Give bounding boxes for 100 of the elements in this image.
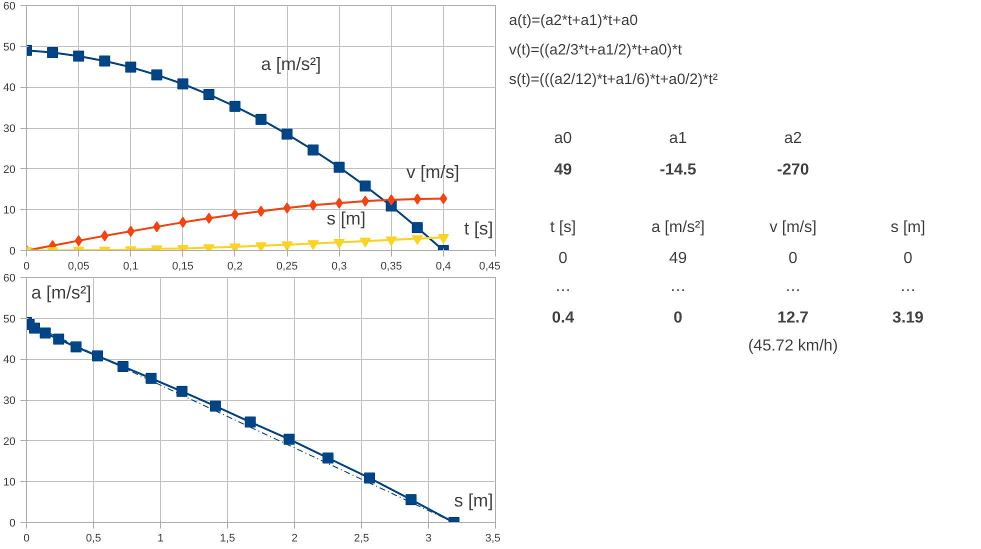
text: a1 xyxy=(669,130,687,148)
point xyxy=(99,56,110,67)
x-tick-label: 0,15 xyxy=(172,260,194,272)
point xyxy=(308,144,319,156)
point xyxy=(412,222,423,234)
point xyxy=(387,194,396,206)
point xyxy=(47,46,58,58)
point xyxy=(40,328,51,339)
annotation: a [m/s²] xyxy=(261,54,322,74)
text: 12.7 xyxy=(777,309,809,326)
annotation: s [m] xyxy=(326,208,366,228)
x-tick-label: 0,2 xyxy=(227,260,243,272)
y-tick-label: 30 xyxy=(3,123,16,135)
point xyxy=(308,240,319,250)
point xyxy=(438,234,449,244)
x-tick-label: 0 xyxy=(23,260,30,272)
y-tick-label: 60 xyxy=(3,0,16,12)
x-tick-label: 2 xyxy=(291,532,298,544)
y-tick-label: 40 xyxy=(3,82,16,94)
text: t [s] xyxy=(550,219,576,236)
x-tick-label: 0,3 xyxy=(332,260,347,272)
text: (45.72 km/h) xyxy=(748,337,838,354)
point xyxy=(152,221,161,232)
point xyxy=(53,334,64,345)
point xyxy=(334,238,345,249)
text: a0 xyxy=(554,130,572,148)
x-tick-label: 1,5 xyxy=(220,532,236,544)
text: s(t)=(((a2/12)*t+a1/6)*t+a0/2)*t² xyxy=(508,71,718,88)
point xyxy=(73,50,84,62)
x-tick-label: 0,05 xyxy=(68,260,90,272)
x-tick-label: 3 xyxy=(425,532,432,544)
point xyxy=(125,62,136,73)
x-tick-label: 0,25 xyxy=(276,260,298,272)
y-axis-title: a [m/s²] xyxy=(31,282,92,302)
x-tick-label: 0,5 xyxy=(86,532,102,544)
y-tick-label: 20 xyxy=(3,436,16,448)
point xyxy=(244,416,256,428)
point xyxy=(412,235,423,245)
text: … xyxy=(785,278,801,296)
text: … xyxy=(555,278,571,296)
text: a2 xyxy=(784,130,802,148)
y-tick-label: 0 xyxy=(9,246,16,258)
point xyxy=(406,494,417,506)
point xyxy=(203,89,214,100)
annotation: v [m/s] xyxy=(406,162,460,182)
text: 49 xyxy=(554,161,572,178)
y-tick-label: 10 xyxy=(3,476,16,489)
x-axis-title: s [m] xyxy=(454,490,494,510)
text: … xyxy=(670,278,686,296)
point xyxy=(360,180,371,192)
point xyxy=(361,196,370,207)
point xyxy=(210,400,221,412)
point xyxy=(151,69,162,80)
point xyxy=(322,452,334,464)
y-tick-label: 50 xyxy=(3,41,16,54)
point xyxy=(364,472,376,484)
point xyxy=(177,78,188,90)
point xyxy=(334,162,345,173)
text: v(t)=((a2/3*t+a1/2)*t+a0)*t xyxy=(508,41,683,58)
y-tick-label: 30 xyxy=(3,395,16,407)
x-tick-label: 1 xyxy=(157,532,164,544)
y-tick-label: 0 xyxy=(9,518,16,530)
point xyxy=(92,350,104,362)
point xyxy=(282,128,293,140)
text: -14.5 xyxy=(660,161,696,178)
point xyxy=(256,114,266,125)
point xyxy=(126,226,135,237)
point xyxy=(117,361,128,372)
y-tick-label: 50 xyxy=(3,313,16,326)
x-tick-label: 0 xyxy=(23,532,30,544)
point xyxy=(256,242,266,250)
point xyxy=(29,322,40,334)
text: 3.19 xyxy=(892,309,924,326)
point xyxy=(386,236,397,246)
point xyxy=(146,372,157,384)
y-tick-label: 60 xyxy=(3,272,16,284)
text: 0.4 xyxy=(552,309,574,326)
text: -270 xyxy=(776,161,810,178)
text: … xyxy=(900,278,916,296)
x-tick-label: 2,5 xyxy=(354,532,370,544)
x-tick-label: 0,45 xyxy=(479,260,501,272)
x-tick-label: 3,5 xyxy=(485,532,501,544)
x-tick-label: 0,1 xyxy=(123,260,138,272)
y-tick-label: 20 xyxy=(3,164,16,176)
y-tick-label: 10 xyxy=(3,204,16,217)
point xyxy=(360,238,371,248)
x-tick-label: 0,35 xyxy=(380,260,402,272)
x-tick-label: 0,4 xyxy=(436,260,452,272)
text: a(t)=(a2*t+a1)*t+a0 xyxy=(508,12,638,29)
x-axis-title: t [s] xyxy=(464,218,494,238)
point xyxy=(229,100,240,112)
text: 49 xyxy=(669,250,687,268)
point xyxy=(70,341,82,352)
text: 0 xyxy=(674,309,682,326)
point xyxy=(176,386,188,397)
point xyxy=(282,241,293,250)
text: a [m/s²] xyxy=(651,219,705,236)
y-tick-label: 40 xyxy=(3,354,16,366)
point xyxy=(284,434,295,445)
text: v [m/s] xyxy=(769,219,817,236)
